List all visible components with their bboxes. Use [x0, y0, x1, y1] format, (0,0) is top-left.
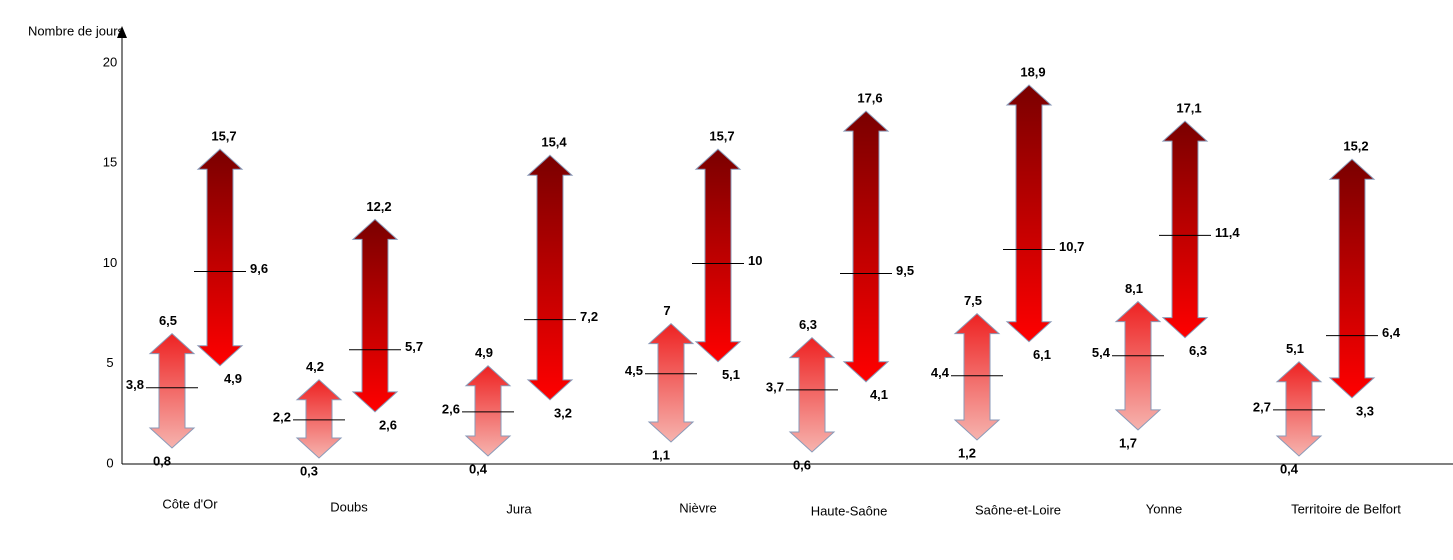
mid-label: 9,5	[896, 263, 914, 278]
range-arrow	[526, 154, 574, 401]
y-tick-label: 15	[103, 155, 117, 170]
mid-label: 10	[748, 253, 762, 268]
max-label: 4,9	[475, 345, 493, 360]
x-tick-label: Côte d'Or	[162, 496, 218, 511]
range-arrow	[1161, 120, 1209, 339]
max-label: 4,2	[306, 359, 324, 374]
min-label: 3,2	[554, 405, 572, 420]
min-label: 6,1	[1033, 347, 1051, 362]
range-arrow	[464, 365, 512, 457]
mid-label: 5,7	[405, 339, 423, 354]
max-label: 12,2	[366, 199, 391, 214]
mid-label: 7,2	[580, 309, 598, 324]
range-arrow	[694, 148, 742, 363]
x-tick-label: Territoire de Belfort	[1291, 501, 1401, 516]
mid-label: 2,7	[1253, 399, 1271, 414]
max-label: 15,2	[1343, 139, 1368, 154]
x-tick-label: Yonne	[1146, 501, 1182, 516]
min-label: 0,6	[793, 457, 811, 472]
mid-label: 2,2	[273, 409, 291, 424]
min-label: 1,1	[652, 447, 670, 462]
range-arrow	[351, 218, 399, 413]
y-tick-label: 10	[103, 255, 117, 270]
max-label: 7,5	[964, 293, 982, 308]
min-label: 0,3	[300, 463, 318, 478]
range-arrow	[953, 312, 1001, 441]
mid-label: 5,4	[1092, 345, 1111, 360]
max-label: 18,9	[1020, 64, 1045, 79]
max-label: 15,4	[541, 135, 567, 150]
max-label: 7	[663, 303, 670, 318]
mid-label: 6,4	[1382, 325, 1401, 340]
mid-label: 3,7	[766, 379, 784, 394]
min-label: 4,1	[870, 387, 888, 402]
mid-label: 4,4	[931, 365, 950, 380]
min-label: 6,3	[1189, 343, 1207, 358]
mid-label: 9,6	[250, 261, 268, 276]
min-label: 0,4	[1280, 461, 1299, 476]
max-label: 5,1	[1286, 341, 1304, 356]
min-label: 4,9	[224, 371, 242, 386]
max-label: 6,3	[799, 317, 817, 332]
min-label: 0,8	[153, 453, 171, 468]
y-axis-label: Nombre de jours	[28, 23, 125, 38]
max-label: 15,7	[709, 129, 734, 144]
min-label: 3,3	[1356, 403, 1374, 418]
y-axis-arrow	[117, 26, 127, 38]
min-label: 1,7	[1119, 435, 1137, 450]
max-label: 15,7	[211, 129, 236, 144]
range-arrow	[1328, 158, 1376, 399]
range-arrow	[788, 337, 836, 453]
range-arrow	[1114, 300, 1162, 431]
max-label: 17,1	[1176, 101, 1201, 116]
min-label: 0,4	[469, 461, 488, 476]
range-arrow	[295, 379, 343, 459]
range-arrow	[148, 332, 196, 449]
range-arrow	[1005, 84, 1053, 343]
max-label: 6,5	[159, 313, 177, 328]
mid-label: 10,7	[1059, 239, 1084, 254]
y-tick-label: 20	[103, 54, 117, 69]
x-tick-label: Doubs	[330, 499, 368, 514]
mid-label: 2,6	[442, 401, 460, 416]
range-arrow	[1275, 361, 1323, 457]
max-label: 8,1	[1125, 281, 1143, 296]
x-tick-label: Haute-Saône	[811, 503, 888, 518]
range-arrow	[842, 110, 890, 383]
mid-label: 4,5	[625, 363, 643, 378]
mid-label: 11,4	[1215, 225, 1240, 240]
min-label: 2,6	[379, 417, 397, 432]
y-tick-label: 5	[106, 355, 113, 370]
max-label: 17,6	[857, 91, 882, 106]
range-arrow	[196, 148, 244, 367]
y-tick-label: 0	[106, 455, 113, 470]
x-tick-label: Jura	[506, 501, 532, 516]
range-arrow	[647, 322, 695, 443]
min-label: 1,2	[958, 445, 976, 460]
mid-label: 3,8	[126, 377, 144, 392]
x-tick-label: Saône-et-Loire	[975, 502, 1061, 517]
x-tick-label: Nièvre	[679, 500, 717, 515]
min-label: 5,1	[722, 367, 740, 382]
